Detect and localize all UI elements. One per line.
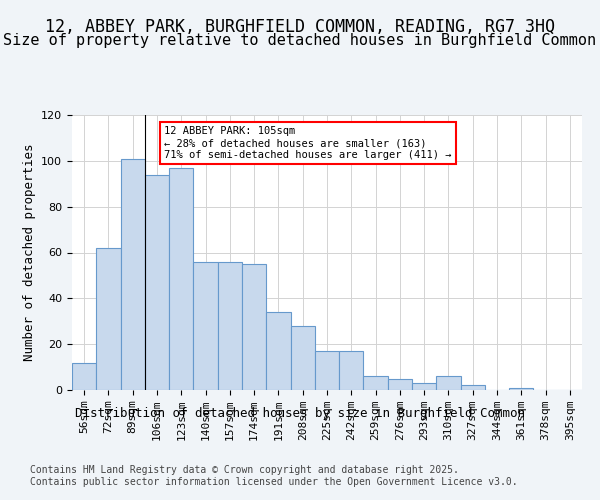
Bar bbox=[121, 158, 145, 390]
Bar bbox=[461, 386, 485, 390]
Bar bbox=[315, 351, 339, 390]
Text: Distribution of detached houses by size in Burghfield Common: Distribution of detached houses by size … bbox=[75, 408, 525, 420]
Bar bbox=[193, 262, 218, 390]
Text: 12 ABBEY PARK: 105sqm
← 28% of detached houses are smaller (163)
71% of semi-det: 12 ABBEY PARK: 105sqm ← 28% of detached … bbox=[164, 126, 452, 160]
Text: Size of property relative to detached houses in Burghfield Common: Size of property relative to detached ho… bbox=[4, 32, 596, 48]
Text: 12, ABBEY PARK, BURGHFIELD COMMON, READING, RG7 3HQ: 12, ABBEY PARK, BURGHFIELD COMMON, READI… bbox=[45, 18, 555, 36]
Bar bbox=[242, 264, 266, 390]
Bar bbox=[290, 326, 315, 390]
Bar bbox=[96, 248, 121, 390]
Y-axis label: Number of detached properties: Number of detached properties bbox=[23, 144, 35, 361]
Bar bbox=[412, 383, 436, 390]
Bar bbox=[339, 351, 364, 390]
Text: Contains HM Land Registry data © Crown copyright and database right 2025.
Contai: Contains HM Land Registry data © Crown c… bbox=[30, 465, 518, 486]
Bar bbox=[388, 378, 412, 390]
Bar bbox=[509, 388, 533, 390]
Bar bbox=[436, 376, 461, 390]
Bar bbox=[266, 312, 290, 390]
Bar bbox=[145, 174, 169, 390]
Bar bbox=[169, 168, 193, 390]
Bar bbox=[364, 376, 388, 390]
Bar bbox=[218, 262, 242, 390]
Bar bbox=[72, 362, 96, 390]
